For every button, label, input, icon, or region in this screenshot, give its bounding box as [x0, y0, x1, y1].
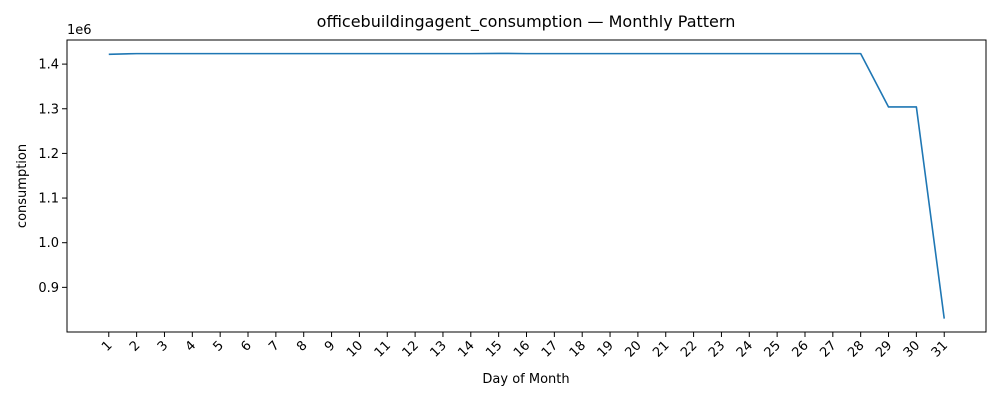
x-tick-label: 2: [127, 338, 143, 354]
x-tick-label: 25: [762, 338, 784, 360]
x-tick-label: 3: [155, 338, 171, 354]
x-tick-label: 22: [678, 338, 700, 360]
series-layer: [108, 52, 946, 319]
series-line: [108, 52, 946, 319]
x-tick-label: 8: [294, 338, 310, 354]
x-axis-title: Day of Month: [482, 372, 569, 387]
x-tick-label: 17: [539, 338, 561, 360]
x-tick-label: 13: [427, 338, 449, 360]
x-tick-label: 4: [183, 338, 199, 354]
chart-title: officebuildingagent_consumption — Monthl…: [317, 12, 736, 32]
x-tick-label: 6: [238, 338, 254, 354]
y-tick-label: 1.2: [38, 147, 59, 162]
y-axis-title: consumption: [15, 144, 30, 228]
x-tick-label: 16: [511, 338, 533, 360]
x-tick-label: 14: [455, 338, 477, 360]
x-tick-label: 1: [99, 338, 115, 354]
plot-area: [66, 39, 987, 333]
x-tick-label: 23: [706, 338, 728, 360]
x-tick-label: 26: [790, 338, 812, 360]
y-tick-label: 1.3: [38, 102, 59, 117]
y-offset-label: 1e6: [67, 23, 92, 38]
x-tick-label: 29: [873, 338, 895, 360]
x-tick-label: 20: [622, 338, 644, 360]
x-tick-label: 5: [211, 338, 227, 354]
y-tick-label: 0.9: [38, 281, 59, 296]
x-tick-label: 19: [595, 338, 617, 360]
x-tick-label: 18: [567, 338, 589, 360]
x-tick-label: 27: [817, 338, 839, 360]
x-tick-label: 15: [483, 338, 505, 360]
x-tick-label: 11: [372, 338, 394, 360]
x-tick-label: 9: [322, 338, 338, 354]
x-tick-label: 24: [734, 338, 756, 360]
x-axis: 1 2 3 4 5 6 7 8 9 10 11 12 13 14 15 16 17 18 19 20 21 22 23 24 2…: [99, 332, 951, 361]
y-tick-label: 1.4: [38, 58, 59, 73]
y-tick-label: 1.0: [38, 236, 59, 251]
y-tick-label: 1.1: [38, 192, 59, 207]
x-tick-label: 31: [929, 338, 951, 360]
x-tick-label: 12: [400, 338, 422, 360]
x-tick-label: 30: [901, 338, 923, 360]
x-tick-label: 10: [344, 338, 366, 360]
x-tick-label: 21: [650, 338, 672, 360]
y-axis: 0.9 1.0 1.1 1.2 1.3 1.4: [38, 58, 67, 296]
x-tick-label: 28: [845, 338, 867, 360]
x-tick-label: 7: [266, 338, 282, 354]
